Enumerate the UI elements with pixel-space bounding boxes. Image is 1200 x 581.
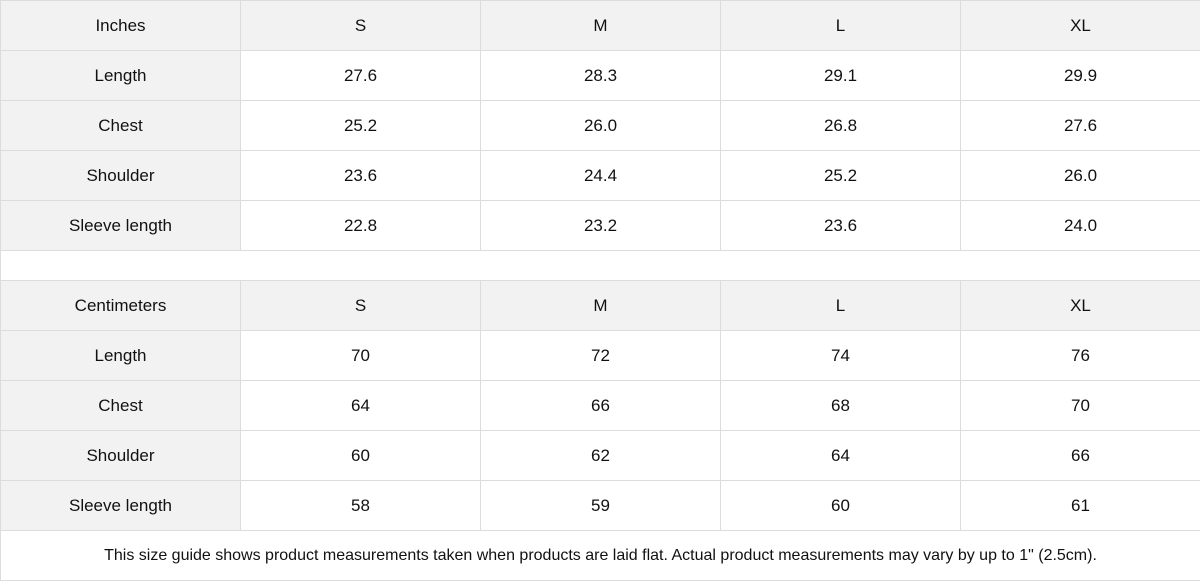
measurement-value: 26.0 — [481, 101, 721, 151]
size-header: M — [481, 281, 721, 331]
measurement-value: 62 — [481, 431, 721, 481]
measurement-value: 25.2 — [721, 151, 961, 201]
measurement-label: Length — [1, 331, 241, 381]
size-header: XL — [961, 1, 1200, 51]
measurement-value: 29.1 — [721, 51, 961, 101]
unit-label: Centimeters — [1, 281, 241, 331]
measurement-label: Sleeve length — [1, 481, 241, 531]
measurement-label: Chest — [1, 101, 241, 151]
measurement-value: 58 — [241, 481, 481, 531]
measurement-label: Shoulder — [1, 151, 241, 201]
measurement-value: 70 — [241, 331, 481, 381]
measurement-value: 74 — [721, 331, 961, 381]
size-header: S — [241, 1, 481, 51]
measurement-value: 26.8 — [721, 101, 961, 151]
spacer-cell — [1, 251, 1200, 281]
measurement-value: 64 — [721, 431, 961, 481]
measurement-value: 64 — [241, 381, 481, 431]
measurement-value: 60 — [721, 481, 961, 531]
measurement-value: 27.6 — [961, 101, 1200, 151]
measurement-value: 59 — [481, 481, 721, 531]
measurement-label: Sleeve length — [1, 201, 241, 251]
footnote-row: This size guide shows product measuremen… — [1, 531, 1200, 581]
measurement-label: Chest — [1, 381, 241, 431]
measurement-value: 60 — [241, 431, 481, 481]
measurement-value: 23.2 — [481, 201, 721, 251]
measurement-value: 24.0 — [961, 201, 1200, 251]
measurement-value: 70 — [961, 381, 1200, 431]
measurement-value: 26.0 — [961, 151, 1200, 201]
spacer-row — [1, 251, 1200, 281]
measurement-value: 66 — [961, 431, 1200, 481]
measurement-value: 61 — [961, 481, 1200, 531]
measurement-value: 23.6 — [241, 151, 481, 201]
size-header: L — [721, 1, 961, 51]
measurement-value: 29.9 — [961, 51, 1200, 101]
size-header: M — [481, 1, 721, 51]
measurement-value: 72 — [481, 331, 721, 381]
measurement-value: 24.4 — [481, 151, 721, 201]
measurement-value: 22.8 — [241, 201, 481, 251]
unit-label: Inches — [1, 1, 241, 51]
measurement-value: 23.6 — [721, 201, 961, 251]
measurement-value: 68 — [721, 381, 961, 431]
measurement-value: 27.6 — [241, 51, 481, 101]
measurement-value: 76 — [961, 331, 1200, 381]
size-header: L — [721, 281, 961, 331]
measurement-label: Length — [1, 51, 241, 101]
measurement-value: 25.2 — [241, 101, 481, 151]
size-header: S — [241, 281, 481, 331]
measurement-value: 66 — [481, 381, 721, 431]
size-header: XL — [961, 281, 1200, 331]
footnote: This size guide shows product measuremen… — [1, 531, 1200, 581]
measurement-value: 28.3 — [481, 51, 721, 101]
measurement-label: Shoulder — [1, 431, 241, 481]
